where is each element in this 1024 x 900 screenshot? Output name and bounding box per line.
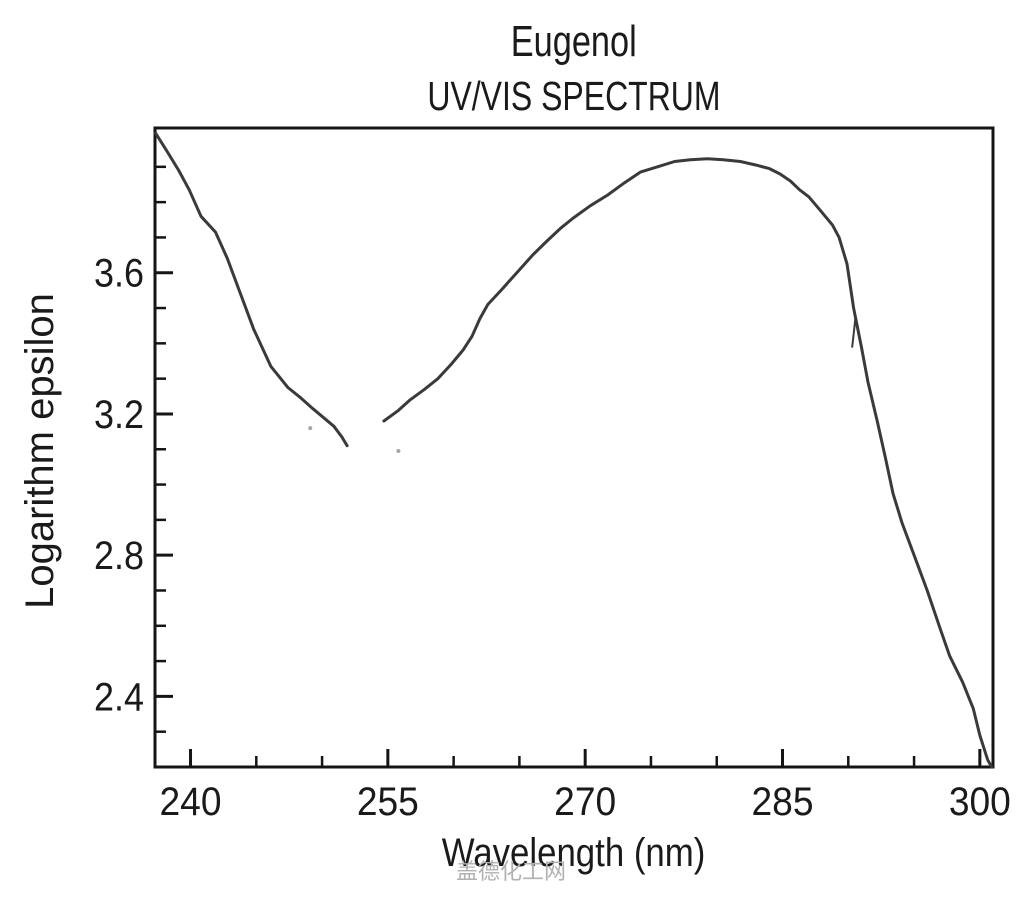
- scan-speck: [308, 426, 313, 431]
- x-tick-label: 300: [949, 780, 1011, 824]
- spectrum-curve-main-segment: [382, 157, 994, 769]
- y-tick-label: 2.4: [94, 675, 144, 719]
- chart-title-text: Eugenol: [511, 17, 637, 66]
- watermark: 盖德化工网: [456, 859, 567, 884]
- spectrum-curve-left-segment: [154, 131, 349, 448]
- x-axis-label: Wavelength (nm): [155, 833, 993, 873]
- x-tick-label: 240: [160, 780, 222, 824]
- y-tick-label: 2.8: [94, 534, 144, 578]
- plot-border: [153, 126, 995, 769]
- y-tick-label: 3.2: [94, 393, 144, 437]
- chart-subtitle-text: UV/VIS SPECTRUM: [427, 73, 721, 119]
- x-axis-label-text: Wavelength (nm): [442, 831, 706, 875]
- x-tick-label: 270: [554, 780, 616, 824]
- scan-artifact-spike: [851, 315, 857, 348]
- y-tick-label: 3.6: [94, 252, 144, 296]
- scan-speck: [396, 449, 401, 454]
- chart-title: Eugenol: [155, 20, 993, 64]
- x-tick-label: 285: [752, 780, 814, 824]
- x-tick-label: 255: [357, 780, 419, 824]
- chart-subtitle: UV/VIS SPECTRUM: [155, 76, 993, 117]
